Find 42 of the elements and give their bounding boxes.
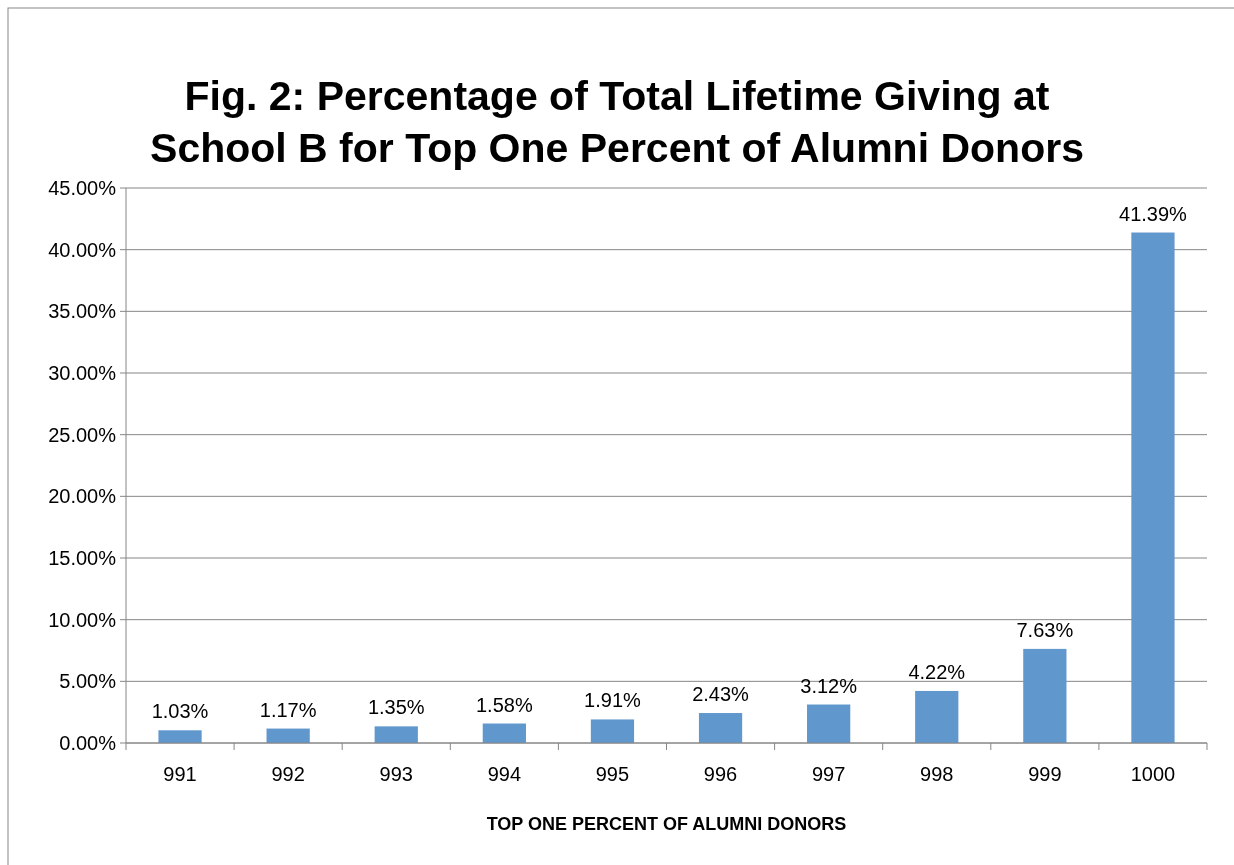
chart-title: Fig. 2: Percentage of Total Lifetime Giving at School B for Top One Percent of Alumni Donors xyxy=(150,73,1084,171)
x-tick-label: 994 xyxy=(487,763,522,785)
bar xyxy=(158,730,202,743)
bar xyxy=(1023,648,1067,743)
bar xyxy=(266,728,310,743)
data-label: 3.12% xyxy=(800,674,858,697)
data-label: 4.22% xyxy=(908,660,966,683)
bar xyxy=(1131,232,1175,743)
x-tick-label: 998 xyxy=(920,763,954,785)
bar xyxy=(698,713,743,743)
x-tick-label: 995 xyxy=(595,763,630,785)
x-tick-label: 996 xyxy=(703,763,738,785)
data-label: 1.35% xyxy=(367,696,425,719)
y-tick-label: 45.00% xyxy=(48,177,117,199)
y-tick-label: 25.00% xyxy=(48,423,117,446)
bar xyxy=(374,726,418,743)
data-label: 1.03% xyxy=(151,700,209,723)
y-tick-label: 10.00% xyxy=(48,608,117,631)
y-tick-label: 30.00% xyxy=(48,362,117,384)
bar xyxy=(807,704,851,743)
data-label: 1.91% xyxy=(584,689,642,712)
data-label: 1.17% xyxy=(259,698,317,721)
bar xyxy=(915,690,959,743)
y-tick-label: 20.00% xyxy=(48,485,117,508)
x-tick-label: 992 xyxy=(271,763,305,785)
x-tick-label: 1000 xyxy=(1130,763,1176,785)
x-tick-label: 993 xyxy=(379,763,413,785)
data-label: 41.39% xyxy=(1119,202,1188,225)
x-tick-label: 991 xyxy=(163,763,197,785)
data-label: 2.43% xyxy=(692,683,750,706)
data-label: 7.63% xyxy=(1016,618,1074,641)
bar xyxy=(590,719,635,743)
x-tick-label: 997 xyxy=(811,763,846,785)
y-tick-label: 40.00% xyxy=(48,238,117,261)
data-label: 1.58% xyxy=(475,693,533,716)
bar xyxy=(482,723,526,743)
y-tick-label: 35.00% xyxy=(48,300,117,323)
y-tick-label: 0.00% xyxy=(59,732,117,754)
y-tick-label: 5.00% xyxy=(59,670,117,693)
y-tick-label: 15.00% xyxy=(48,547,117,569)
x-axis-title: TOP ONE PERCENT OF ALUMNI DONORS xyxy=(486,814,847,834)
x-tick-label: 999 xyxy=(1028,763,1062,785)
